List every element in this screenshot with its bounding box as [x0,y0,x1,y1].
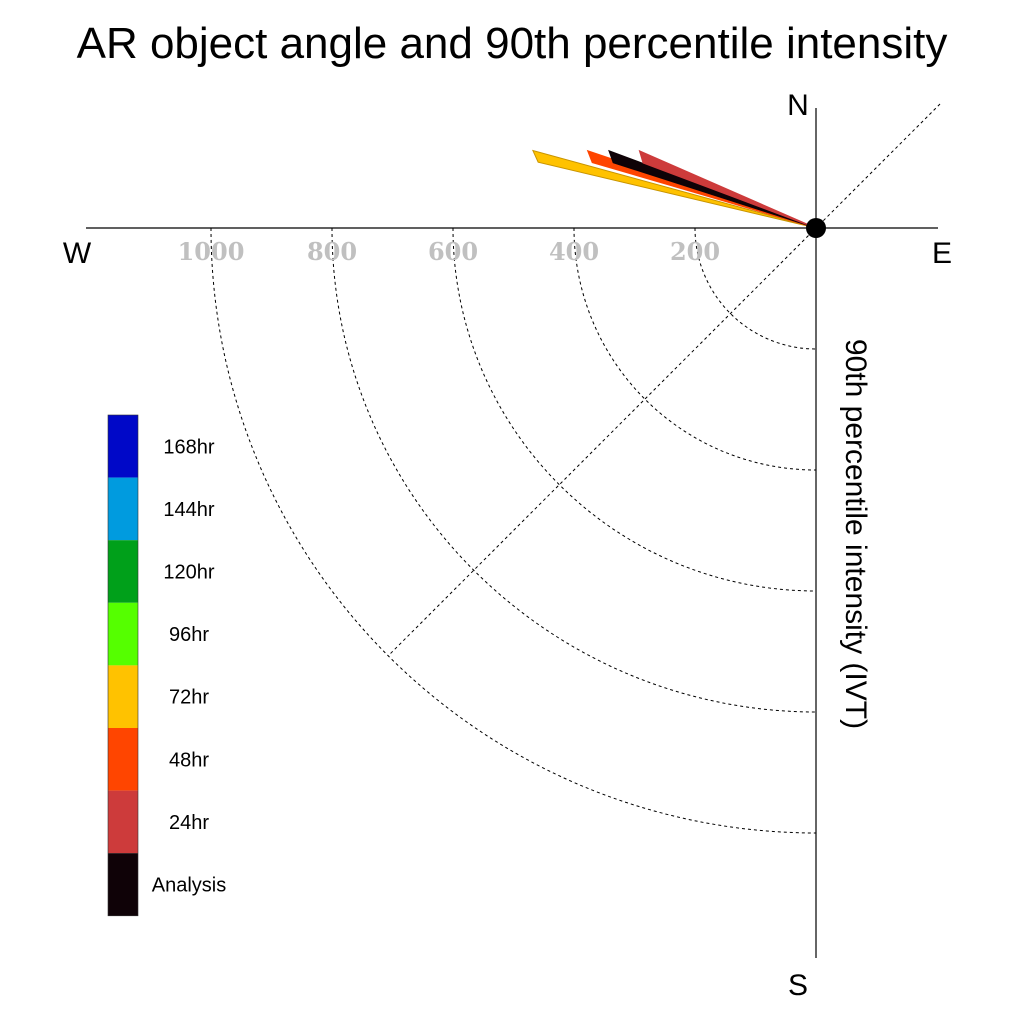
compass-north: N [787,89,809,122]
legend-label: 72hr [169,687,209,709]
legend-swatch-144hr [108,477,138,541]
legend-swatch-48hr [108,728,138,791]
range-ring-1000 [210,227,817,834]
range-ring-600 [452,227,817,592]
legend-label: 144hr [163,499,214,521]
diagonal-guide [387,103,941,657]
y-axis-label: 90th percentile intensity (IVT) [839,339,872,729]
radial-tick-label: 400 [549,237,599,266]
range-ring-800 [331,227,817,713]
origin-marker [806,218,826,238]
legend-frame [107,414,139,917]
vector-24hr [638,149,817,229]
grid [210,103,941,834]
radial-tick-label: 600 [428,237,478,266]
legend-swatch-168hr [108,415,138,478]
legend-swatch-96hr [108,602,138,666]
vector-72hr [531,149,817,229]
radial-tick-label: 800 [307,237,357,266]
legend-swatch-72hr [108,665,138,728]
compass-south: S [788,969,808,1002]
legend-label: 24hr [169,812,209,834]
compass-east: E [932,237,952,270]
axes [86,108,938,958]
radial-tick-labels: 1000 800 600 400 200 [178,237,720,266]
chart-title: AR object angle and 90th percentile inte… [77,19,948,68]
legend-label: 96hr [169,624,209,646]
compass-west: W [63,237,92,270]
radial-tick-label: 200 [670,237,720,266]
legend-swatch-120hr [108,540,138,603]
radial-tick-label: 1000 [178,237,245,266]
legend-label: 120hr [163,562,214,584]
legend-label: 48hr [169,749,209,771]
series-vectors [531,149,817,229]
legend-label: 168hr [163,436,214,458]
range-ring-400 [573,227,817,471]
legend-label: Analysis [152,875,226,897]
legend-swatch-24hr [108,790,138,854]
legend-swatch-analysis [108,853,138,916]
range-ring-200 [694,227,817,350]
legend: 168hr 144hr 120hr 96hr 72hr 48hr 24hr Analysis [107,414,226,917]
